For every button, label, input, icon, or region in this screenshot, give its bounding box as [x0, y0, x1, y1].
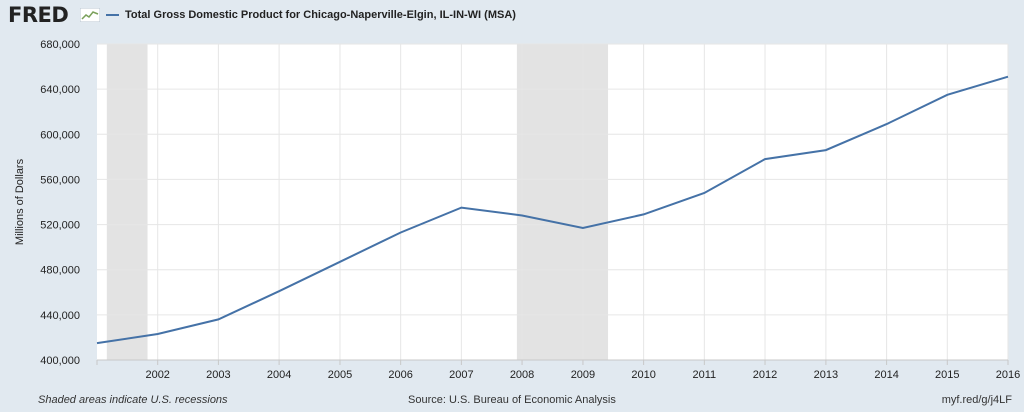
- x-tick-label: 2012: [753, 369, 777, 381]
- legend-swatch: [106, 14, 119, 16]
- data-point[interactable]: [459, 206, 463, 210]
- data-point[interactable]: [702, 191, 706, 195]
- data-point[interactable]: [95, 341, 99, 345]
- fred-chart-icon: [80, 8, 100, 22]
- x-tick-label: 2005: [328, 369, 352, 381]
- data-point[interactable]: [763, 157, 767, 161]
- y-tick-label: 480,000: [40, 265, 80, 277]
- series-line[interactable]: [96, 75, 1009, 345]
- legend-label[interactable]: Total Gross Domestic Product for Chicago…: [125, 9, 516, 21]
- recession-note: Shaded areas indicate U.S. recessions: [38, 394, 228, 406]
- data-point[interactable]: [824, 148, 828, 152]
- y-tick-label: 400,000: [40, 355, 80, 367]
- x-tick-label: 2014: [874, 369, 898, 381]
- x-tick-label: 2004: [267, 369, 291, 381]
- y-tick-label: 520,000: [40, 220, 80, 232]
- x-tick-label: 2008: [510, 369, 534, 381]
- x-tick-label: 2007: [449, 369, 473, 381]
- data-point[interactable]: [156, 332, 160, 336]
- short-link[interactable]: myf.red/g/j4LF: [941, 394, 1012, 406]
- recession-band-2: [516, 44, 609, 360]
- data-point[interactable]: [338, 260, 342, 264]
- y-tick-label: 600,000: [40, 129, 80, 141]
- x-tick-label: 2006: [388, 369, 412, 381]
- data-point[interactable]: [399, 230, 403, 234]
- data-point[interactable]: [1006, 75, 1010, 79]
- data-point[interactable]: [885, 122, 889, 126]
- gridlines: [97, 43, 1009, 360]
- chart-header: FRED Total Gross Domestic Product for Ch…: [0, 0, 1024, 36]
- x-tick-label: 2011: [693, 369, 717, 381]
- source-note: Source: U.S. Bureau of Economic Analysis: [408, 394, 616, 406]
- x-tick-label: 2015: [935, 369, 959, 381]
- recession-band-1: [106, 44, 148, 360]
- y-tick-label: 440,000: [40, 310, 80, 322]
- recession-shading: [106, 44, 609, 360]
- y-tick-label: 680,000: [40, 39, 80, 51]
- x-tick-label: 2013: [814, 369, 838, 381]
- data-point[interactable]: [216, 317, 220, 321]
- data-point[interactable]: [277, 289, 281, 293]
- data-point[interactable]: [520, 214, 524, 218]
- x-axis-ticks: 2002 2003 2004 2005 2006 2007 2008 2009 2010 2011…: [96, 360, 1020, 381]
- data-point[interactable]: [581, 226, 585, 230]
- data-point[interactable]: [642, 212, 646, 216]
- x-tick-label: 2003: [206, 369, 230, 381]
- data-point[interactable]: [945, 93, 949, 97]
- x-tick-label: 2002: [145, 369, 169, 381]
- y-tick-label: 560,000: [40, 174, 80, 186]
- fred-logo[interactable]: FRED: [8, 3, 69, 27]
- y-axis-label: Millions of Dollars: [14, 158, 26, 245]
- x-tick-label: 2009: [571, 369, 595, 381]
- x-tick-label: 2016: [996, 369, 1020, 381]
- y-axis-ticks: 400,000 440,000 480,000 520,000 560,000 600,0…: [40, 39, 80, 367]
- y-tick-label: 640,000: [40, 84, 80, 96]
- x-tick-label: 2010: [631, 369, 655, 381]
- legend: Total Gross Domestic Product for Chicago…: [106, 9, 516, 21]
